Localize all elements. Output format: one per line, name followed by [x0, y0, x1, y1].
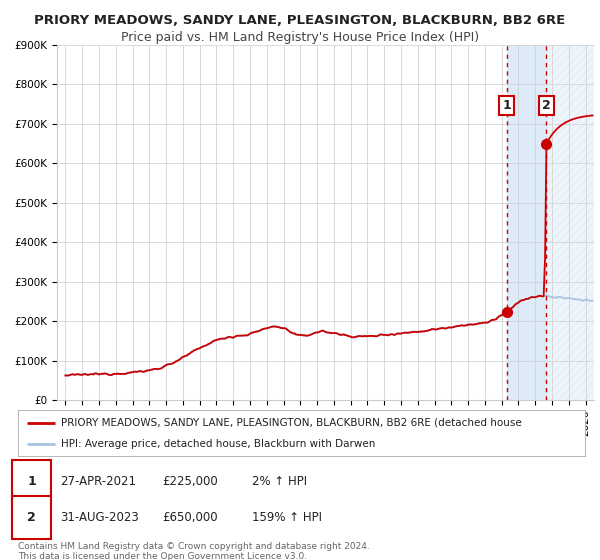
Text: Contains HM Land Registry data © Crown copyright and database right 2024.
This d: Contains HM Land Registry data © Crown c… [18, 542, 370, 560]
Text: Price paid vs. HM Land Registry's House Price Index (HPI): Price paid vs. HM Land Registry's House … [121, 31, 479, 44]
Text: 2: 2 [542, 99, 551, 112]
Text: 1: 1 [503, 99, 511, 112]
Text: PRIORY MEADOWS, SANDY LANE, PLEASINGTON, BLACKBURN, BB2 6RE (detached house: PRIORY MEADOWS, SANDY LANE, PLEASINGTON,… [61, 418, 521, 428]
Text: 27-APR-2021: 27-APR-2021 [60, 475, 136, 488]
Text: 31-AUG-2023: 31-AUG-2023 [60, 511, 139, 524]
Text: £225,000: £225,000 [162, 475, 218, 488]
Text: 1: 1 [27, 475, 36, 488]
Text: PRIORY MEADOWS, SANDY LANE, PLEASINGTON, BLACKBURN, BB2 6RE: PRIORY MEADOWS, SANDY LANE, PLEASINGTON,… [34, 14, 566, 27]
Bar [507, 45, 547, 400]
Text: 2: 2 [27, 511, 36, 524]
Bar [547, 45, 594, 400]
Text: 159% ↑ HPI: 159% ↑ HPI [252, 511, 322, 524]
Text: £650,000: £650,000 [162, 511, 218, 524]
Text: HPI: Average price, detached house, Blackburn with Darwen: HPI: Average price, detached house, Blac… [61, 439, 375, 449]
Text: 2% ↑ HPI: 2% ↑ HPI [252, 475, 307, 488]
